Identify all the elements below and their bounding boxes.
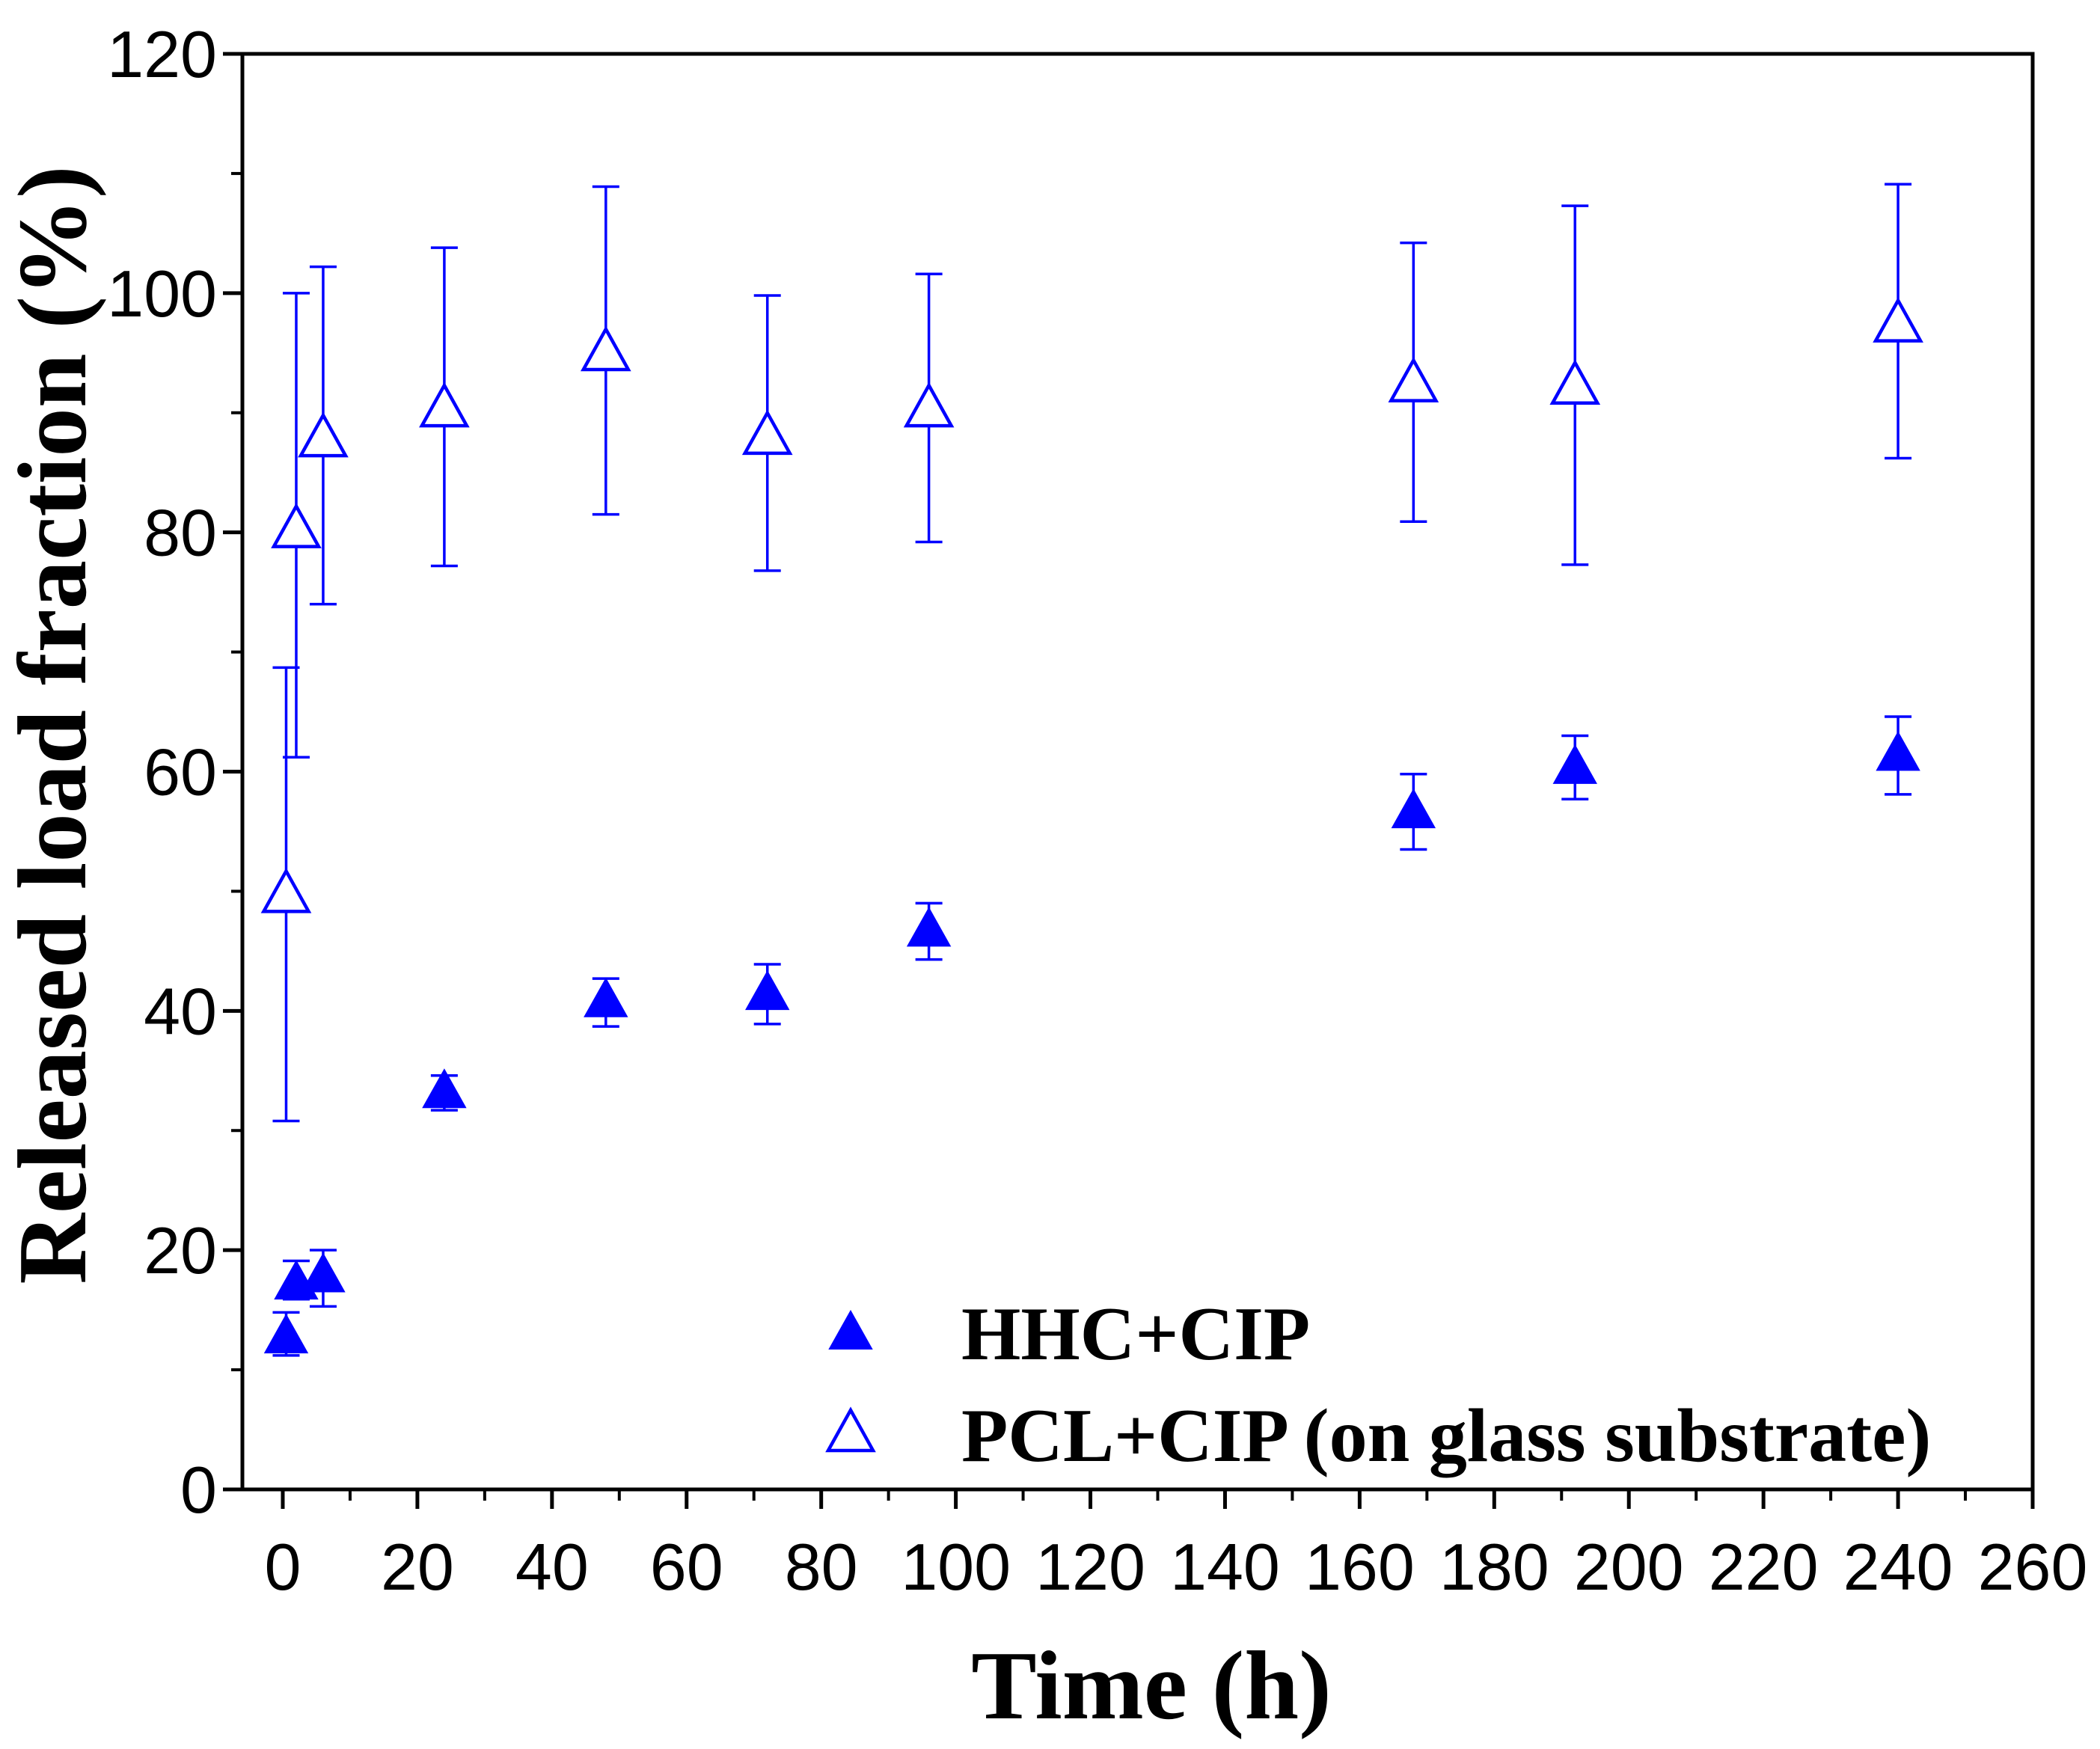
pcl-cip-on-glass-substrate-point [419, 382, 470, 428]
y-tick-label: 60 [144, 735, 217, 809]
hhc-cip-point [1552, 744, 1597, 784]
x-tick-label: 40 [515, 1530, 589, 1604]
hhc-cip-point [301, 1252, 346, 1293]
pcl-cip-on-glass-substrate-point [1873, 296, 1923, 343]
pcl-cip-on-glass-substrate-point [903, 382, 955, 428]
x-tick-label: 20 [381, 1530, 454, 1604]
hhc-cip-series [263, 715, 1920, 1357]
pcl-cip-on-glass-substrate-point [741, 409, 793, 456]
y-tick-label: 20 [144, 1213, 217, 1287]
pcl-cip-on-glass-substrate-point [298, 411, 349, 458]
x-tick-label: 60 [650, 1530, 723, 1604]
x-tick-label: 160 [1305, 1530, 1415, 1604]
legend: HHC+CIP PCL+CIP (on glass substrate) [825, 1292, 1931, 1478]
hhc-cip-point [906, 907, 952, 947]
y-tick-label: 0 [180, 1453, 217, 1527]
pcl-cip-on-glass-substrate-point [260, 867, 312, 913]
hhc-cip-point [1391, 788, 1436, 829]
x-tick-label: 120 [1035, 1530, 1145, 1604]
x-tick-label: 260 [1978, 1530, 2088, 1604]
hhc-cip-point [745, 970, 790, 1011]
x-tick-label: 180 [1439, 1530, 1549, 1604]
x-axis-title: Time (h) [971, 1632, 1332, 1740]
x-tick-label: 100 [901, 1530, 1011, 1604]
y-tick-label: 40 [144, 974, 217, 1048]
x-tick-label: 140 [1170, 1530, 1280, 1604]
legend-marker-hhc-cip-triangle [828, 1309, 873, 1350]
x-tick-label: 240 [1843, 1530, 1953, 1604]
axis-ticks [223, 52, 2035, 1509]
data-series [260, 183, 1923, 1357]
legend-label-hhc-cip: HHC+CIP [961, 1292, 1310, 1376]
x-tick-label: 80 [785, 1530, 858, 1604]
pcl-cip-on-glass-substrate-point [580, 325, 631, 372]
x-tick-label: 0 [265, 1530, 301, 1604]
hhc-cip-point [1876, 731, 1920, 771]
pcl-cip-on-glass-substrate-point [271, 503, 322, 548]
plot-frame [240, 52, 2035, 1492]
y-tick-label: 100 [107, 257, 217, 331]
hhc-cip-point [584, 977, 628, 1017]
x-tick-label: 220 [1709, 1530, 1819, 1604]
y-tick-label: 120 [107, 17, 217, 91]
pcl-cip-on-glass-substrate-series [260, 183, 1923, 1123]
y-tick-label: 80 [144, 496, 217, 570]
hhc-cip-point [263, 1314, 309, 1354]
pcl-cip-on-glass-substrate-point [1549, 359, 1601, 405]
x-tick-label: 200 [1574, 1530, 1684, 1604]
y-axis-title: Released load fraction (%) [0, 165, 107, 1284]
legend-marker-pcl-cip-triangle [825, 1406, 876, 1453]
tick-labels: 0 20 40 60 80 100 120 0 20 40 60 80 100 120 140 160 180 2… [107, 17, 2087, 1604]
hhc-cip-point [422, 1068, 467, 1109]
legend-label-pcl-cip: PCL+CIP (on glass substrate) [961, 1394, 1931, 1478]
pcl-cip-on-glass-substrate-point [1388, 356, 1439, 402]
